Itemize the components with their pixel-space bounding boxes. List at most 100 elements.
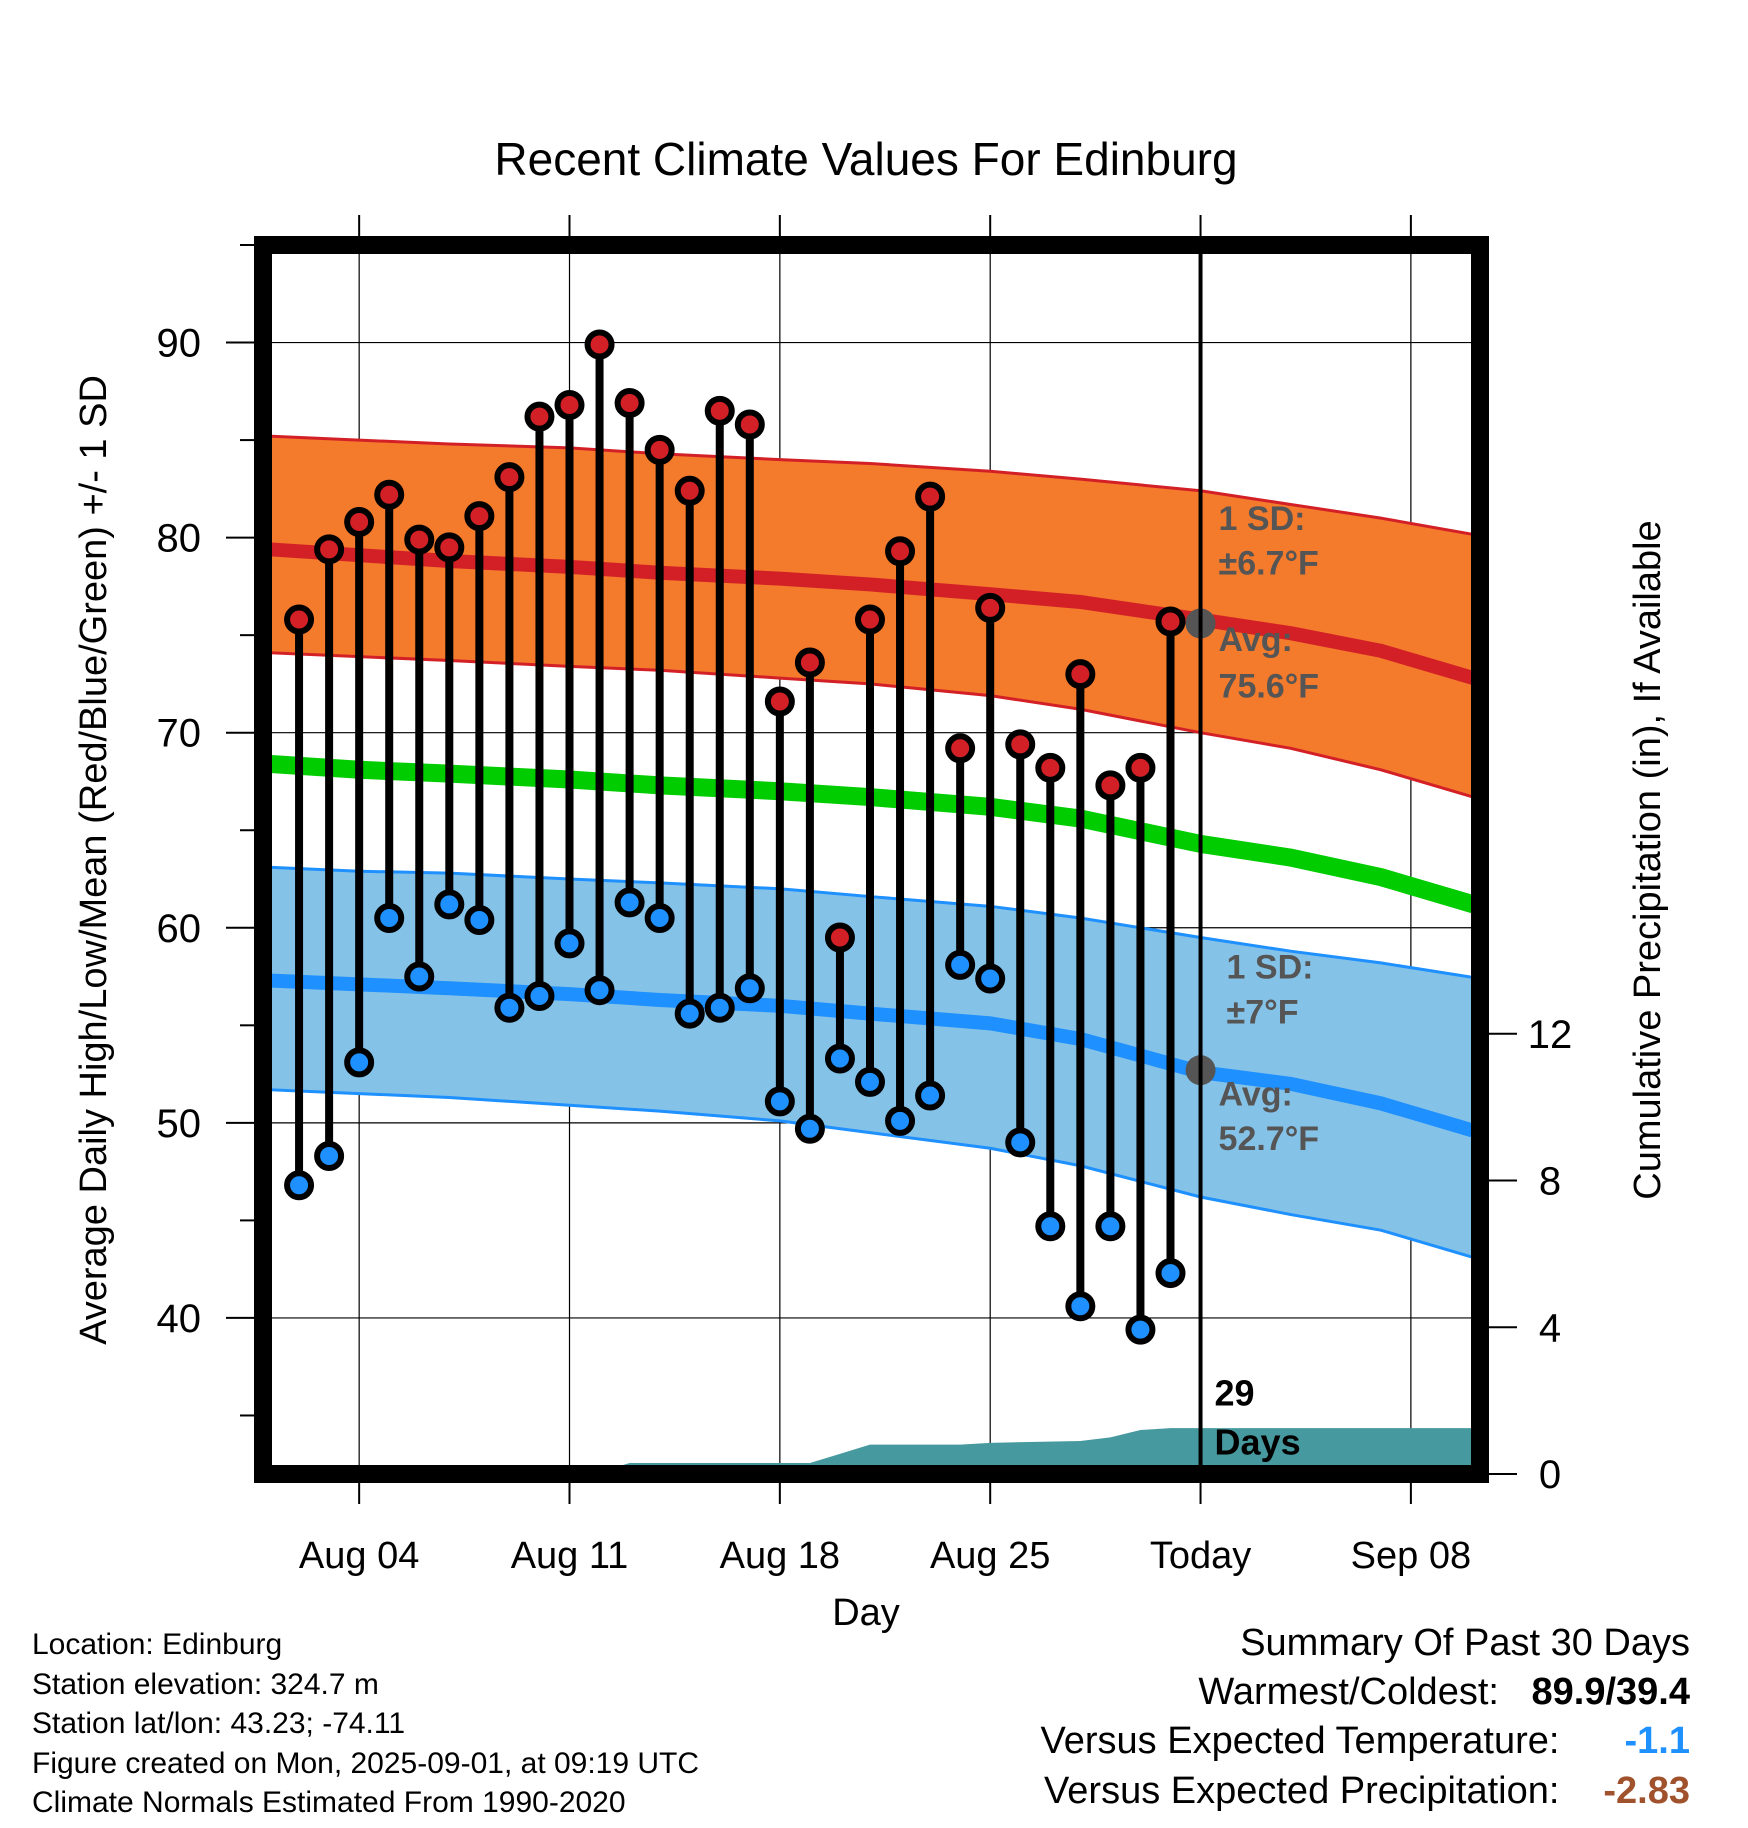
high-point — [644, 434, 675, 465]
high-point — [434, 532, 465, 563]
high-point — [524, 401, 555, 432]
high-point — [794, 647, 825, 678]
high-point — [344, 507, 375, 538]
low-point — [464, 904, 495, 935]
x-tick-label: Aug 11 — [511, 1535, 629, 1577]
high-point — [764, 686, 795, 717]
high-point — [1125, 752, 1156, 783]
footer-elevation: Station elevation: 324.7 m — [32, 1668, 379, 1701]
low-point — [824, 1043, 855, 1074]
low-point — [885, 1105, 916, 1136]
high-point — [464, 501, 495, 532]
summary-precip-value: -2.83 — [1603, 1770, 1690, 1812]
y-tick-label: 40 — [157, 1297, 202, 1341]
high-sd-label: 1 SD: — [1219, 500, 1306, 538]
low-point — [734, 973, 765, 1004]
low-point — [945, 949, 976, 980]
axes: 40 50 60 70 80 90 0 4 8 12 Aug 04 Aug 11 Aug 18 Aug 2… — [157, 215, 1573, 1577]
low-point — [674, 998, 705, 1029]
low-point — [1095, 1211, 1126, 1242]
high-point — [1095, 770, 1126, 801]
low-point — [614, 887, 645, 918]
summary-warm-cold-label: Warmest/Coldest: — [1198, 1671, 1499, 1713]
high-point — [1155, 606, 1186, 637]
high-avg-value: 75.6°F — [1219, 668, 1320, 706]
low-sd-band — [267, 865, 1480, 1261]
y-tick-label: 80 — [157, 517, 202, 561]
y2-tick-label: 4 — [1539, 1306, 1561, 1350]
x-tick-label: Today — [1150, 1535, 1251, 1577]
summary-warm-cold: Warmest/Coldest: 89.9/39.4 — [1198, 1671, 1690, 1714]
days-count-label: 29 — [1215, 1373, 1255, 1414]
low-point — [794, 1113, 825, 1144]
low-point — [434, 889, 465, 920]
high-point — [885, 536, 916, 567]
high-point — [374, 479, 405, 510]
high-point — [584, 329, 615, 360]
y2-tick-label: 12 — [1528, 1013, 1573, 1057]
precipitation-area — [269, 1428, 1480, 1474]
low-point — [1125, 1314, 1156, 1345]
y-tick-label: 70 — [157, 712, 202, 756]
high-point — [284, 604, 315, 635]
high-point — [494, 462, 525, 493]
low-avg-label: Avg: — [1219, 1075, 1293, 1113]
low-point — [584, 975, 615, 1006]
low-point — [524, 981, 555, 1012]
footer-latlon: Station lat/lon: 43.23; -74.11 — [32, 1707, 406, 1740]
low-point — [975, 963, 1006, 994]
annotations: 1 SD: ±6.7°F Avg: 75.6°F 1 SD: ±7°F Avg: 52.7°F… — [1185, 500, 1320, 1462]
x-tick-label: Aug 18 — [720, 1535, 840, 1577]
summary-temp-label: Versus Expected Temperature: — [1040, 1720, 1560, 1762]
low-point — [704, 992, 735, 1023]
x-axis-label: Day — [832, 1592, 900, 1634]
summary-precip-label: Versus Expected Precipitation: — [1044, 1770, 1560, 1812]
y2-tick-label: 0 — [1539, 1453, 1561, 1497]
y-tick-label: 50 — [157, 1102, 202, 1146]
low-point — [1005, 1127, 1036, 1158]
high-point — [975, 592, 1006, 623]
summary-temperature: Versus Expected Temperature: -1.1 — [1041, 1720, 1690, 1763]
low-sd-value: ±7°F — [1227, 993, 1299, 1031]
footer-normals: Climate Normals Estimated From 1990-2020 — [32, 1786, 626, 1819]
low-point — [494, 992, 525, 1023]
y-tick-label: 90 — [157, 322, 202, 366]
low-point — [764, 1086, 795, 1117]
high-avg-label: Avg: — [1219, 621, 1293, 659]
summary-precipitation: Versus Expected Precipitation: -2.83 — [1044, 1770, 1690, 1813]
high-point — [1005, 729, 1036, 760]
high-point — [915, 481, 946, 512]
high-point — [854, 604, 885, 635]
low-point — [284, 1170, 315, 1201]
y-tick-label: 60 — [157, 907, 202, 951]
low-point — [1035, 1211, 1066, 1242]
low-point — [854, 1066, 885, 1097]
low-point — [554, 928, 585, 959]
high-sd-value: ±6.7°F — [1219, 545, 1319, 583]
cumulative-precip-area — [269, 1428, 1480, 1474]
high-point — [404, 524, 435, 555]
x-tick-label: Aug 25 — [930, 1535, 1050, 1577]
low-point — [1155, 1258, 1186, 1289]
x-tick-label: Aug 04 — [299, 1535, 419, 1577]
high-point — [1035, 752, 1066, 783]
low-point — [644, 903, 675, 934]
high-point — [314, 534, 345, 565]
y2-axis-label: Cumulative Precipitation (in), If Availa… — [1627, 520, 1669, 1199]
x-tick-label: Sep 08 — [1351, 1535, 1471, 1577]
high-point — [734, 409, 765, 440]
chart-title: Recent Climate Values For Edinburg — [494, 133, 1237, 185]
days-word-label: Days — [1215, 1421, 1301, 1462]
high-point — [945, 733, 976, 764]
plot-frame — [254, 236, 1489, 1483]
low-avg-value: 52.7°F — [1219, 1120, 1320, 1158]
y-axis-label: Average Daily High/Low/Mean (Red/Blue/Gr… — [73, 375, 115, 1345]
high-point — [674, 475, 705, 506]
high-point — [554, 389, 585, 420]
low-point — [1065, 1291, 1096, 1322]
summary-title: Summary Of Past 30 Days — [1240, 1622, 1690, 1664]
summary-warm-cold-value: 89.9/39.4 — [1531, 1671, 1690, 1713]
high-point — [1065, 659, 1096, 690]
low-sd-label: 1 SD: — [1227, 948, 1314, 986]
